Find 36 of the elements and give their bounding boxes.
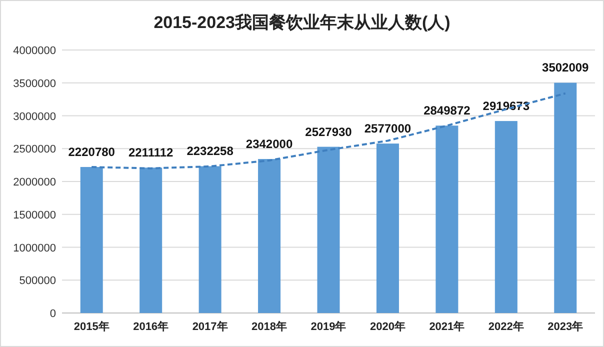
bar [554,82,577,313]
data-label: 2211112 [128,146,174,160]
x-tick-label: 2016年 [133,320,169,333]
y-tick-label: 2500000 [13,144,56,156]
y-tick-label: 3500000 [13,78,56,90]
x-tick-label: 2023年 [548,320,584,333]
y-tick-label: 4000000 [13,45,56,57]
y-tick-label: 1500000 [13,209,56,222]
bar [436,126,458,313]
bar [494,121,518,313]
bar [258,159,281,313]
data-label: 3502009 [542,60,590,75]
bar [376,144,399,313]
y-tick-label: 0 [50,308,56,320]
data-label: 2232258 [186,144,234,158]
data-label: 2577000 [364,122,412,136]
x-tick-label: 2015年 [74,320,110,333]
chart-title: 2015-2023我国餐饮业年末从业人数(人) [154,13,450,32]
x-tick-label: 2021年 [429,320,465,333]
data-label: 2849872 [424,104,471,118]
data-label: 2342000 [246,137,293,152]
x-tick-label: 2017年 [192,320,228,333]
bar [140,168,162,313]
bar [317,146,340,313]
data-label: 2220780 [68,144,116,159]
data-label: 2527930 [305,124,352,139]
bar [198,166,222,313]
x-tick-label: 2019年 [310,320,346,333]
bar [80,166,103,313]
y-tick-label: 2000000 [13,176,56,188]
y-tick-label: 1000000 [13,242,56,254]
x-tick-label: 2018年 [252,320,288,333]
x-tick-label: 2020年 [370,320,406,333]
x-tick-label: 2022年 [488,320,524,333]
y-tick-label: 3000000 [13,110,56,123]
y-tick-label: 500000 [19,275,56,288]
